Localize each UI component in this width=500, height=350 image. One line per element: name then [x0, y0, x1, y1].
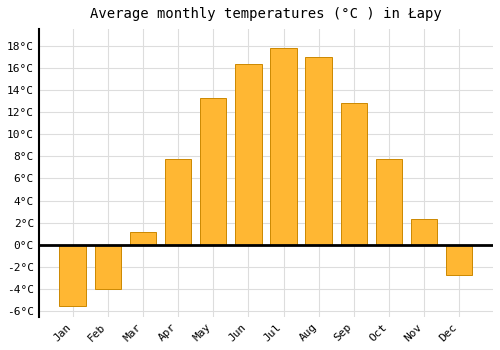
- Bar: [235, 64, 262, 245]
- Bar: [94, 245, 121, 289]
- Bar: [270, 48, 296, 245]
- Bar: [306, 57, 332, 245]
- Bar: [340, 103, 367, 245]
- Bar: [446, 245, 472, 275]
- Bar: [200, 98, 226, 245]
- Title: Average monthly temperatures (°C ) in Łapy: Average monthly temperatures (°C ) in Ła…: [90, 7, 442, 21]
- Bar: [411, 219, 438, 245]
- Bar: [376, 159, 402, 245]
- Bar: [60, 245, 86, 306]
- Bar: [130, 232, 156, 245]
- Bar: [165, 159, 191, 245]
